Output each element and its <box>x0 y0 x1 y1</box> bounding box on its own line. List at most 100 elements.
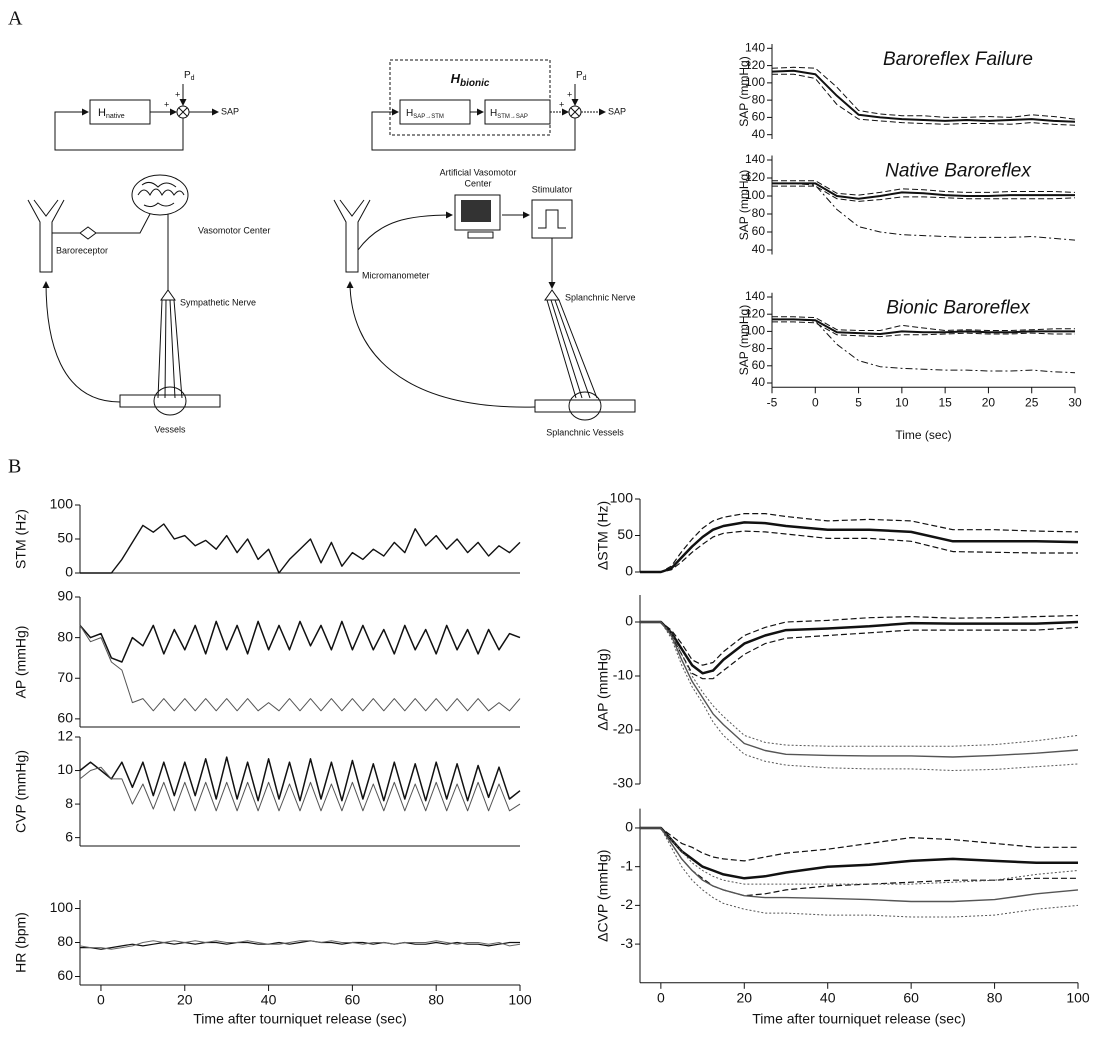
computer <box>454 194 501 231</box>
diagram-label: Baroreceptor <box>56 245 108 255</box>
nerve <box>96 213 151 234</box>
series-line <box>640 614 1079 666</box>
junction-cross <box>178 107 188 117</box>
y-tick-label: 60 <box>752 224 766 238</box>
chart: 60 80 100 0 20 40 60 80 100 HR (bpm) Time after to… <box>13 899 532 1027</box>
x-tick-label: 25 <box>1025 395 1039 409</box>
subscript: d <box>583 75 587 82</box>
vessel <box>534 399 636 413</box>
x-tick-label: 0 <box>97 992 105 1008</box>
series-line <box>640 521 1079 574</box>
x-tick-label: 20 <box>982 395 996 409</box>
sign: + <box>164 99 169 109</box>
x-tick-label: 15 <box>938 395 952 409</box>
series-line <box>640 621 1079 747</box>
y-tick-label: 90 <box>57 588 73 604</box>
keyboard <box>467 231 494 239</box>
series-line <box>640 827 1079 903</box>
signal-arrow <box>357 211 453 251</box>
series-line <box>772 318 1076 374</box>
x-tick-label: 80 <box>428 992 444 1008</box>
vessel-section <box>568 391 602 421</box>
x-tick-label: 40 <box>820 990 836 1006</box>
y-tick-label: 140 <box>745 289 765 303</box>
series-line <box>640 530 1078 573</box>
symbol: P <box>184 70 191 81</box>
sign: + <box>567 89 572 99</box>
block-label: Hnative <box>98 107 125 120</box>
y-tick-label: 10 <box>57 761 73 777</box>
y-tick-label: 80 <box>752 92 766 106</box>
y-tick-label: 60 <box>57 710 73 726</box>
y-axis-label: STM (Hz) <box>13 509 29 569</box>
x-tick-label: -5 <box>767 395 778 409</box>
subscript: native <box>106 113 125 120</box>
y-tick-label: 50 <box>57 530 73 546</box>
diagram-label: Micromanometer <box>362 270 430 280</box>
baroreceptor <box>79 226 97 240</box>
diagram-label: Stimulator <box>532 184 573 194</box>
series-line <box>640 621 1079 771</box>
nerve-ending <box>160 289 176 301</box>
y-tick-label: 120 <box>745 58 765 72</box>
y-tick-label: 0 <box>625 819 633 835</box>
bionic-title: Hbionic <box>451 71 490 88</box>
y-tick-label: 100 <box>745 324 765 338</box>
subscript: bionic <box>460 78 490 89</box>
y-axis-label: SAP (mmHg) <box>737 56 751 126</box>
series-line <box>771 69 1076 123</box>
feedback-loop <box>371 108 576 151</box>
subscript: STM→SAP <box>497 114 528 120</box>
dashed-box <box>389 59 551 136</box>
y-tick-label: 50 <box>617 526 633 542</box>
bionic-illustration: Artificial Vasomotor Center Stimulator M… <box>333 167 636 437</box>
electrode <box>544 289 560 301</box>
y-tick-label: 100 <box>50 496 74 512</box>
x-tick-label: 5 <box>855 395 862 409</box>
block-label: HSAP→STM <box>406 108 444 120</box>
diagram-label: Splanchnic Nerve <box>565 292 636 302</box>
artery <box>27 199 65 273</box>
x-tick-label: 40 <box>261 992 277 1008</box>
y-tick-label: 80 <box>57 933 73 949</box>
y-axis-label: CVP (mmHg) <box>13 750 29 833</box>
x-tick-label: 0 <box>657 990 665 1006</box>
series-line <box>640 621 1079 758</box>
symbol: H <box>490 108 497 119</box>
x-tick-label: 60 <box>903 990 919 1006</box>
x-tick-label: 0 <box>812 395 819 409</box>
diagram-label: Vessels <box>154 424 186 434</box>
x-tick-label: 10 <box>895 395 909 409</box>
y-tick-label: 120 <box>745 170 765 184</box>
subscript: SAP→STM <box>413 114 444 120</box>
series-line <box>772 321 1075 338</box>
nerve-fibers <box>157 299 183 399</box>
sign: + <box>175 89 180 99</box>
series-line <box>772 180 1076 196</box>
y-axis-label: ΔSTM (Hz) <box>595 501 611 570</box>
y-axis-label: SAP (mmHg) <box>737 170 751 240</box>
y-tick-label: 80 <box>752 341 766 355</box>
junction-cross <box>570 107 580 117</box>
panel-label: A <box>8 8 23 30</box>
series-line <box>640 620 1079 675</box>
chart: 40 60 80 100 120 140 SAP (mmHg) Native Barorefl… <box>737 152 1076 256</box>
subscript: d <box>191 75 195 82</box>
feedback-arrow <box>346 281 536 408</box>
y-tick-label: 80 <box>752 206 766 220</box>
sign: + <box>559 99 564 109</box>
series-line <box>772 182 1076 241</box>
series-line <box>79 766 521 812</box>
series-line <box>771 66 1076 120</box>
y-tick-label: -30 <box>613 775 633 791</box>
bionic-block-diagram: Hbionic HSAP→STM HSTM→SAP + + Pd SAP <box>371 59 626 151</box>
x-axis-label: Time after tourniquet release (sec) <box>193 1011 406 1027</box>
artery <box>333 199 371 273</box>
y-tick-label: -3 <box>621 935 634 951</box>
x-tick-label: 20 <box>736 990 752 1006</box>
chart-title: Baroreflex Failure <box>883 49 1033 70</box>
series-line <box>772 318 1075 335</box>
x-tick-label: 80 <box>987 990 1003 1006</box>
